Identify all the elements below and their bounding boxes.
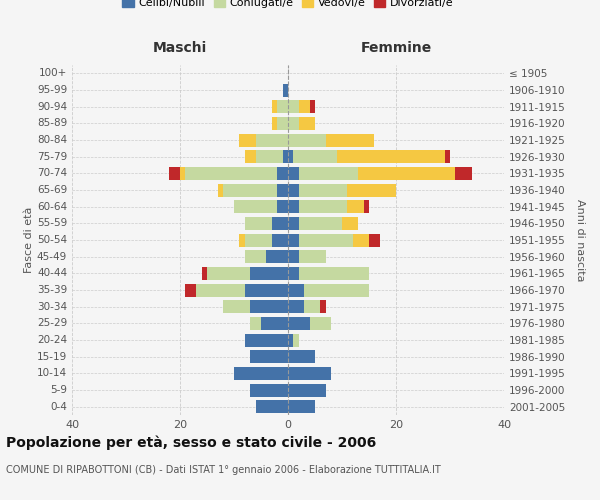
Bar (256, 400, 288, 413)
Bar (342, 217, 358, 230)
Bar (337, 150, 445, 163)
Bar (320, 300, 326, 313)
Bar (310, 100, 315, 113)
Bar (250, 317, 261, 330)
Bar (288, 167, 299, 180)
Bar (288, 267, 299, 280)
Bar (347, 184, 396, 196)
Bar (299, 217, 342, 230)
Bar (277, 200, 288, 213)
Bar (358, 167, 455, 180)
Bar (283, 84, 288, 96)
Bar (288, 184, 299, 196)
Bar (250, 350, 288, 363)
Bar (288, 134, 326, 146)
Bar (299, 100, 310, 113)
Bar (288, 350, 315, 363)
Bar (245, 334, 288, 346)
Bar (245, 284, 288, 296)
Bar (304, 284, 369, 296)
Bar (288, 200, 299, 213)
Bar (272, 117, 277, 130)
Bar (169, 167, 180, 180)
Bar (277, 167, 288, 180)
Bar (180, 167, 185, 180)
Bar (288, 250, 299, 263)
Bar (288, 400, 315, 413)
Bar (299, 184, 347, 196)
Bar (288, 334, 293, 346)
Bar (288, 117, 299, 130)
Bar (293, 334, 299, 346)
Bar (250, 300, 288, 313)
Bar (353, 234, 369, 246)
Bar (245, 217, 272, 230)
Bar (288, 384, 326, 396)
Bar (223, 184, 277, 196)
Bar (299, 267, 369, 280)
Bar (207, 267, 250, 280)
Bar (288, 217, 299, 230)
Bar (245, 250, 266, 263)
Bar (223, 300, 250, 313)
Bar (299, 250, 326, 263)
Bar (288, 100, 299, 113)
Bar (288, 284, 304, 296)
Bar (272, 100, 277, 113)
Bar (455, 167, 472, 180)
Bar (245, 150, 256, 163)
Text: Femmine: Femmine (361, 41, 431, 55)
Bar (196, 284, 245, 296)
Bar (266, 250, 288, 263)
Bar (202, 267, 207, 280)
Text: COMUNE DI RIPABOTTONI (CB) - Dati ISTAT 1° gennaio 2006 - Elaborazione TUTTITALI: COMUNE DI RIPABOTTONI (CB) - Dati ISTAT … (6, 465, 441, 475)
Y-axis label: Fasce di età: Fasce di età (24, 207, 34, 273)
Bar (185, 284, 196, 296)
Bar (277, 117, 288, 130)
Bar (369, 234, 380, 246)
Bar (239, 134, 256, 146)
Bar (250, 267, 288, 280)
Bar (277, 184, 288, 196)
Text: Popolazione per età, sesso e stato civile - 2006: Popolazione per età, sesso e stato civil… (6, 435, 376, 450)
Bar (293, 150, 337, 163)
Bar (256, 150, 283, 163)
Bar (304, 300, 320, 313)
Text: Maschi: Maschi (153, 41, 207, 55)
Legend: Celibi/Nubili, Coniugati/e, Vedovi/e, Divorziati/e: Celibi/Nubili, Coniugati/e, Vedovi/e, Di… (118, 0, 458, 13)
Bar (288, 317, 310, 330)
Bar (288, 367, 331, 380)
Bar (299, 200, 347, 213)
Bar (288, 300, 304, 313)
Bar (272, 217, 288, 230)
Bar (234, 200, 277, 213)
Bar (364, 200, 369, 213)
Bar (288, 150, 293, 163)
Bar (277, 100, 288, 113)
Bar (299, 117, 315, 130)
Bar (245, 234, 272, 246)
Bar (288, 234, 299, 246)
Bar (310, 317, 331, 330)
Bar (299, 167, 358, 180)
Bar (256, 134, 288, 146)
Bar (326, 134, 374, 146)
Bar (272, 234, 288, 246)
Bar (283, 150, 288, 163)
Bar (299, 234, 353, 246)
Bar (261, 317, 288, 330)
Bar (347, 200, 364, 213)
Bar (250, 384, 288, 396)
Bar (445, 150, 450, 163)
Bar (218, 184, 223, 196)
Bar (185, 167, 277, 180)
Bar (239, 234, 245, 246)
Bar (234, 367, 288, 380)
Y-axis label: Anni di nascita: Anni di nascita (575, 198, 585, 281)
